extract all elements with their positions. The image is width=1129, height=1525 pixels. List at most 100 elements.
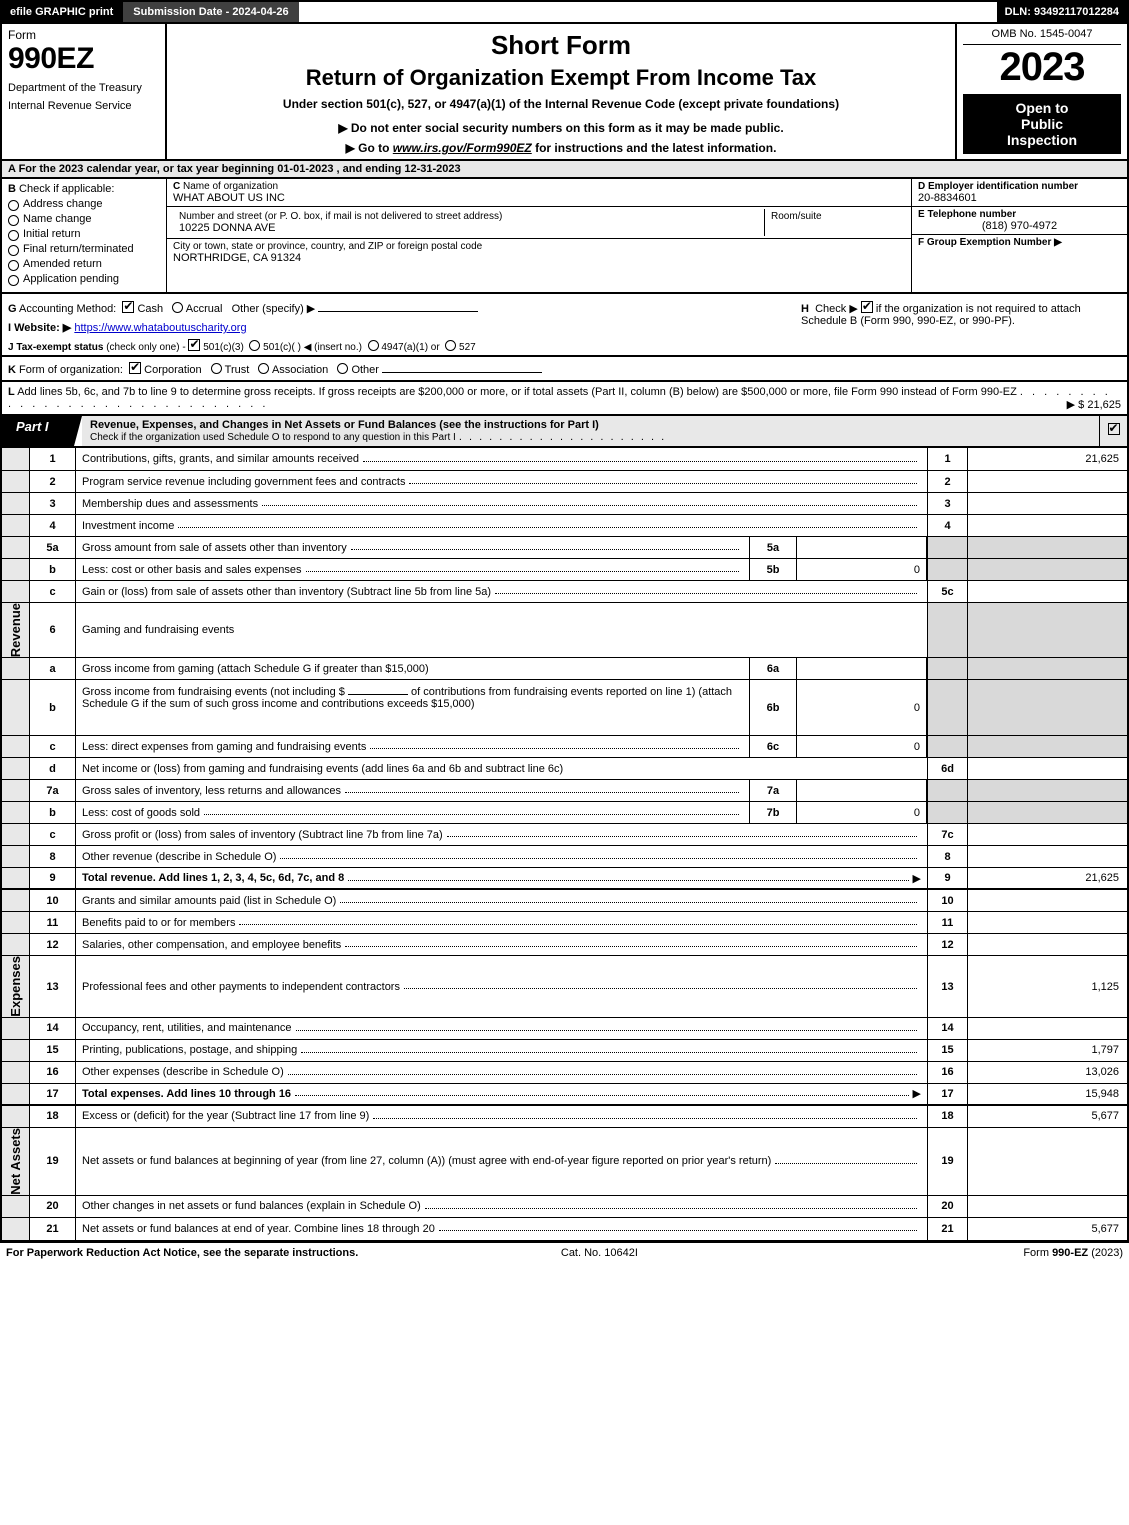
h-text-pre: Check ▶ (815, 303, 861, 315)
col-c: C Name of organization WHAT ABOUT US INC… (167, 179, 912, 292)
ln8-amt (967, 846, 1127, 867)
website-row: I Website: ▶ https://www.whataboutuschar… (8, 321, 801, 334)
ln6c-desc: Less: direct expenses from gaming and fu… (82, 741, 366, 753)
chk-schedule-b[interactable] (861, 301, 873, 313)
form-number: 990EZ (8, 42, 159, 76)
accounting-method-row: G Accounting Method: Cash Accrual Other … (8, 300, 801, 315)
ln6d-ref: 6d (927, 758, 967, 779)
ln7b-subval: 0 (797, 802, 927, 823)
ln5a-sub: 5a (749, 537, 797, 558)
irs-link[interactable]: www.irs.gov/Form990EZ (393, 141, 532, 155)
ln16-desc: Other expenses (describe in Schedule O) (82, 1066, 284, 1078)
chk-amended-return[interactable] (8, 260, 19, 271)
ln13-num: 13 (30, 956, 76, 1017)
ln7b-desc: Less: cost of goods sold (82, 807, 200, 819)
other-org-blank[interactable] (382, 361, 542, 373)
ln3-desc: Membership dues and assessments (82, 498, 258, 510)
ln9-num: 9 (30, 868, 76, 888)
ln11-amt (967, 912, 1127, 933)
ln6c-subval: 0 (797, 736, 927, 757)
ln21-desc: Net assets or fund balances at end of ye… (82, 1223, 435, 1235)
ln6b-desc1: Gross income from fundraising events (no… (82, 686, 345, 698)
ln6d-num: d (30, 758, 76, 779)
chk-corporation[interactable] (129, 362, 141, 374)
header-mid: Short Form Return of Organization Exempt… (167, 24, 957, 159)
chk-application-pending[interactable] (8, 275, 19, 286)
ln5c-desc: Gain or (loss) from sale of assets other… (82, 586, 491, 598)
ln10-ref: 10 (927, 890, 967, 911)
opt-501c3: 501(c)(3) (203, 342, 244, 353)
chk-association[interactable] (258, 363, 269, 374)
ln2-ref: 2 (927, 471, 967, 492)
ln12-amt (967, 934, 1127, 955)
ln5a-subval (797, 537, 927, 558)
note-ssn: ▶ Do not enter social security numbers o… (175, 121, 947, 135)
inspect-l1: Open to (967, 100, 1117, 116)
ln6a-subval (797, 658, 927, 679)
tax-year: 2023 (963, 45, 1121, 90)
ln6a-num: a (30, 658, 76, 679)
title-short-form: Short Form (175, 30, 947, 61)
ln7c-amt (967, 824, 1127, 845)
ln6c-sub: 6c (749, 736, 797, 757)
col-def: D Employer identification number 20-8834… (912, 179, 1127, 292)
ln10-amt (967, 890, 1127, 911)
ln15-desc: Printing, publications, postage, and shi… (82, 1044, 297, 1056)
ln14-ref: 14 (927, 1018, 967, 1039)
telephone-value: (818) 970-4972 (918, 220, 1121, 232)
revenue-vlabel: Revenue (8, 603, 23, 657)
chk-address-change[interactable] (8, 200, 19, 211)
chk-final-return[interactable] (8, 245, 19, 256)
chk-4947[interactable] (368, 340, 379, 351)
chk-accrual[interactable] (172, 302, 183, 313)
ln4-num: 4 (30, 515, 76, 536)
room-hint: Room/suite (771, 211, 822, 222)
ln6a-desc: Gross income from gaming (attach Schedul… (82, 663, 429, 675)
submission-date: Submission Date - 2024-04-26 (121, 2, 298, 22)
ln5a-num: 5a (30, 537, 76, 558)
ln7b-num: b (30, 802, 76, 823)
ln15-ref: 15 (927, 1040, 967, 1061)
chk-501c[interactable] (249, 340, 260, 351)
ln19-num: 19 (30, 1128, 76, 1195)
ln11-desc: Benefits paid to or for members (82, 917, 235, 929)
ln7a-subval (797, 780, 927, 801)
ln1-amt: 21,625 (967, 448, 1127, 470)
ln8-ref: 8 (927, 846, 967, 867)
ln4-ref: 4 (927, 515, 967, 536)
chk-initial-return[interactable] (8, 230, 19, 241)
ln5c-ref: 5c (927, 581, 967, 602)
k-label: K (8, 364, 16, 376)
chk-name-change[interactable] (8, 215, 19, 226)
ln15-num: 15 (30, 1040, 76, 1061)
ln5a-ref (927, 537, 967, 558)
k-text: Form of organization: (19, 364, 123, 376)
other-specify-blank[interactable] (318, 300, 478, 312)
tax-status-row: J Tax-exempt status (check only one) - 5… (8, 338, 801, 353)
ln5b-sub: 5b (749, 559, 797, 580)
row-l: L Add lines 5b, 6c, and 7b to line 9 to … (0, 382, 1129, 416)
chk-trust[interactable] (211, 363, 222, 374)
chk-527[interactable] (445, 340, 456, 351)
title-return: Return of Organization Exempt From Incom… (175, 65, 947, 91)
ln4-desc: Investment income (82, 520, 174, 532)
chk-cash[interactable] (122, 301, 134, 313)
chk-other-org[interactable] (337, 363, 348, 374)
ln6d-amt (967, 758, 1127, 779)
inspect-l3: Inspection (967, 132, 1117, 148)
website-link[interactable]: https://www.whataboutuscharity.org (74, 322, 246, 334)
ln1-desc: Contributions, gifts, grants, and simila… (82, 453, 359, 465)
chk-501c3[interactable] (188, 339, 200, 351)
inspect-l2: Public (967, 116, 1117, 132)
ln2-num: 2 (30, 471, 76, 492)
ln21-num: 21 (30, 1218, 76, 1240)
ln5b-subval: 0 (797, 559, 927, 580)
chk-schedule-o[interactable] (1108, 423, 1120, 435)
ln3-ref: 3 (927, 493, 967, 514)
ln19-desc: Net assets or fund balances at beginning… (82, 1155, 771, 1167)
ln20-desc: Other changes in net assets or fund bala… (82, 1200, 421, 1212)
footer-catno: Cat. No. 10642I (425, 1247, 774, 1259)
ln17-desc: Total expenses. Add lines 10 through 16 (82, 1088, 291, 1100)
ln6b-blank[interactable] (348, 683, 408, 695)
ln19-amt (967, 1128, 1127, 1195)
